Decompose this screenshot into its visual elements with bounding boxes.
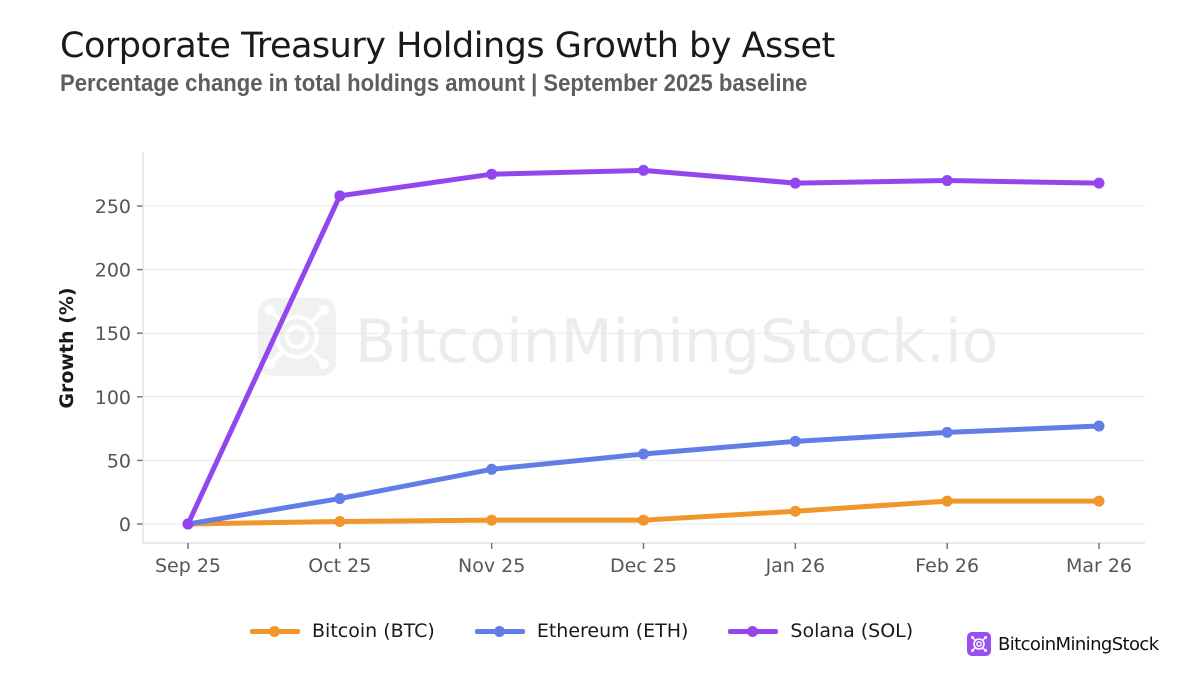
data-point — [941, 426, 953, 438]
data-point — [789, 435, 801, 447]
x-tick-label: Nov 25 — [458, 555, 525, 577]
x-tick-label: Sep 25 — [155, 555, 221, 577]
legend-item: Bitcoin (BTC) — [250, 619, 435, 643]
legend-swatch — [250, 619, 300, 643]
brand-logo: BitcoinMiningStock — [967, 632, 1159, 656]
data-point — [334, 493, 346, 505]
legend-item: Solana (SOL) — [728, 619, 913, 643]
watermark-text: BitcoinMiningStock.io — [355, 307, 999, 377]
legend: Bitcoin (BTC) Ethereum (ETH) Solana (SOL) — [250, 619, 953, 643]
series-1 — [182, 420, 1105, 530]
y-tick-label: 250 — [95, 196, 131, 218]
data-point — [789, 177, 801, 189]
data-point — [486, 514, 498, 526]
data-point — [638, 164, 649, 176]
chart-title: Corporate Treasury Holdings Growth by As… — [60, 26, 835, 66]
tick-labels: 0 50 100 150 200 250 Sep 25 Oct 25 Nov 25 Dec 25 J… — [95, 196, 1132, 577]
legend-label: Solana (SOL) — [790, 620, 914, 642]
data-point — [182, 518, 194, 530]
x-tick-label: Mar 26 — [1066, 555, 1132, 577]
legend-label: Bitcoin (BTC) — [312, 620, 435, 642]
y-tick-label: 50 — [107, 450, 131, 472]
x-tick-label: Jan 26 — [765, 555, 826, 577]
watermark: BitcoinMiningStock.io — [258, 298, 999, 377]
x-tick-label: Oct 25 — [308, 555, 371, 577]
data-point — [1093, 420, 1105, 432]
y-tick-label: 0 — [119, 514, 131, 536]
data-point — [1093, 495, 1105, 507]
data-point — [334, 190, 346, 202]
y-tick-label: 200 — [95, 260, 131, 282]
data-point — [486, 168, 498, 180]
y-tick-label: 100 — [95, 387, 131, 409]
series-line — [185, 423, 1102, 527]
series-0 — [182, 495, 1105, 530]
data-point — [334, 515, 346, 527]
axes — [137, 152, 1145, 549]
legend-swatch — [474, 619, 525, 643]
data-point — [638, 514, 649, 526]
brand-name: BitcoinMiningStock — [998, 633, 1159, 655]
data-point — [1093, 177, 1105, 189]
legend-item: Ethereum (ETH) — [474, 619, 689, 643]
y-tick-label: 150 — [95, 323, 131, 345]
data-point — [941, 175, 953, 187]
watermark-mining-chip-icon — [258, 298, 336, 376]
x-tick-label: Dec 25 — [610, 555, 677, 577]
data-point — [638, 448, 649, 460]
data-point — [486, 463, 498, 475]
y-axis-label: Growth (%) — [56, 287, 78, 408]
x-tick-label: Feb 26 — [915, 555, 979, 577]
series-lines — [182, 164, 1105, 530]
chart-subtitle: Percentage change in total holdings amou… — [60, 70, 808, 97]
series-2 — [182, 164, 1105, 530]
data-point — [941, 495, 953, 507]
legend-swatch — [728, 619, 779, 643]
legend-label: Ethereum (ETH) — [536, 620, 689, 642]
mining-chip-icon — [967, 632, 991, 656]
data-point — [789, 505, 801, 517]
